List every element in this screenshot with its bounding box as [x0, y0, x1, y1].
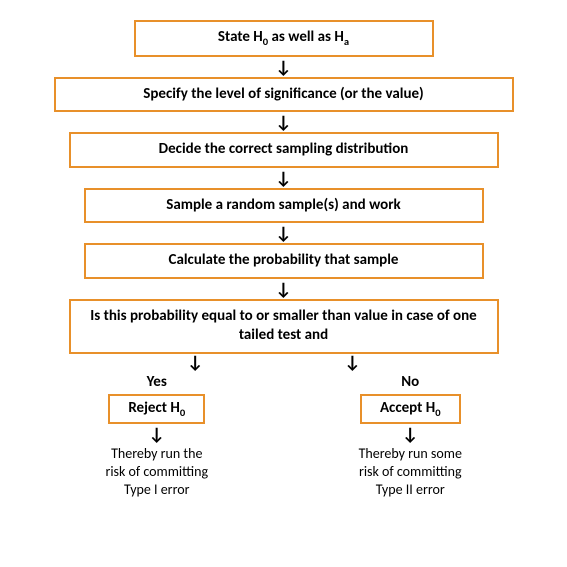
outcome-row: Thereby run the risk of committing Type …	[30, 445, 537, 500]
outcome-left-line-1: Thereby run the	[111, 445, 202, 462]
step-2-box: Specify the level of significance (or th…	[54, 77, 514, 113]
arrow-left-2: ↓	[149, 425, 165, 443]
branch-labels-row: Yes No	[30, 372, 537, 391]
step-5-box: Calculate the probability that sample	[84, 243, 484, 279]
arrow-right: ↓	[344, 353, 360, 371]
accept-box: Accept H0	[360, 394, 461, 424]
yes-label: Yes	[147, 373, 167, 391]
decision-row: Reject H0 Accept H0	[30, 394, 537, 424]
arrow-1: ↓	[30, 58, 537, 76]
outcome-right-line-2: risk of committing	[359, 463, 462, 480]
step-6-box: Is this probability equal to or smaller …	[69, 299, 499, 354]
outcome-left-line-2: risk of committing	[105, 463, 208, 480]
arrow-4: ↓	[30, 224, 537, 242]
arrow-3: ↓	[30, 169, 537, 187]
step-1-box: State H0 as well as Ha	[134, 20, 434, 57]
arrow-5: ↓	[30, 280, 537, 298]
step-3-box: Decide the correct sampling distribution	[69, 132, 499, 168]
outcome-right-line-3: Type II error	[376, 481, 445, 498]
arrow-left: ↓	[187, 353, 203, 371]
outcome-right-line-1: Thereby run some	[359, 445, 462, 462]
step-4-box: Sample a random sample(s) and work	[84, 188, 484, 224]
arrow-right-2: ↓	[402, 425, 418, 443]
outcome-left: Thereby run the risk of committing Type …	[30, 445, 284, 500]
reject-box: Reject H0	[108, 394, 205, 424]
outcome-right: Thereby run some risk of committing Type…	[284, 445, 538, 500]
decision-arrows-row: ↓ ↓	[30, 424, 537, 445]
split-arrows: ↓ ↓	[30, 354, 537, 372]
arrow-2: ↓	[30, 113, 537, 131]
outcome-left-line-3: Type I error	[124, 481, 189, 498]
no-label: No	[401, 373, 419, 391]
